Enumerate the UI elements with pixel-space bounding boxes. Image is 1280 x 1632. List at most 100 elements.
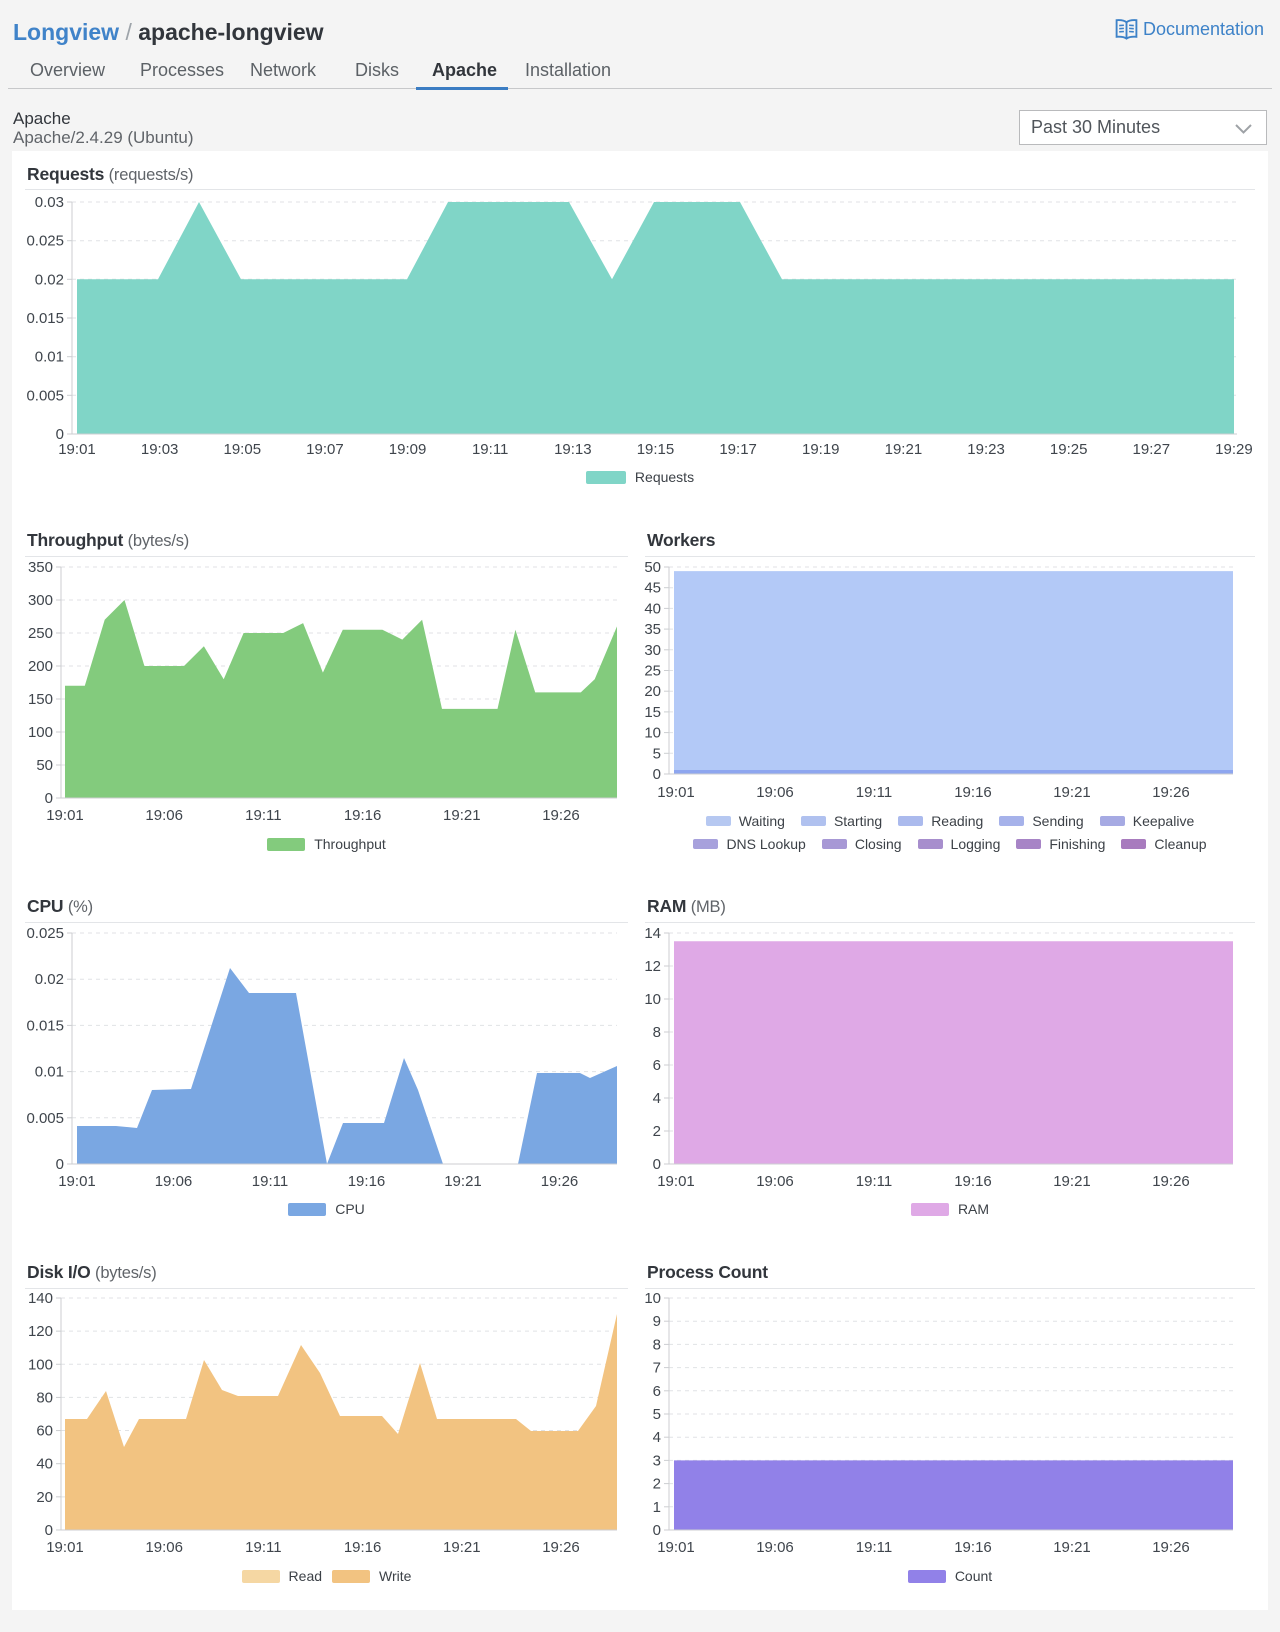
svg-text:19:01: 19:01 [657,784,695,801]
svg-text:19:16: 19:16 [344,1539,382,1556]
svg-text:19:01: 19:01 [58,441,96,458]
svg-text:19:11: 19:11 [252,1173,288,1190]
svg-text:19:09: 19:09 [389,441,427,458]
svg-text:19:21: 19:21 [1053,784,1091,801]
svg-text:0: 0 [653,1522,661,1539]
svg-text:19:16: 19:16 [954,784,992,801]
svg-text:19:26: 19:26 [541,1173,579,1190]
svg-text:19:11: 19:11 [856,784,892,801]
svg-text:35: 35 [644,621,661,638]
svg-text:9: 9 [653,1313,661,1330]
svg-text:100: 100 [28,1356,53,1373]
svg-text:19:06: 19:06 [145,1539,183,1556]
svg-text:14: 14 [644,925,661,942]
svg-text:19:26: 19:26 [542,807,580,824]
svg-text:19:27: 19:27 [1133,441,1171,458]
svg-text:19:06: 19:06 [756,1173,794,1190]
svg-text:0.005: 0.005 [26,387,64,404]
svg-text:6: 6 [653,1057,661,1074]
svg-text:15: 15 [644,704,661,721]
svg-text:8: 8 [653,1336,661,1353]
svg-text:19:21: 19:21 [1053,1539,1091,1556]
svg-text:0: 0 [653,766,661,783]
svg-text:19:16: 19:16 [954,1539,992,1556]
svg-text:0: 0 [45,1522,53,1539]
svg-text:20: 20 [644,683,661,700]
svg-text:5: 5 [653,745,661,762]
svg-text:19:07: 19:07 [306,441,344,458]
svg-text:19:26: 19:26 [542,1539,580,1556]
svg-text:12: 12 [644,958,661,975]
svg-text:50: 50 [644,559,661,576]
svg-text:19:01: 19:01 [46,807,84,824]
svg-text:150: 150 [28,691,53,708]
svg-text:19:01: 19:01 [46,1539,84,1556]
svg-text:19:06: 19:06 [756,784,794,801]
svg-text:300: 300 [28,592,53,609]
svg-text:200: 200 [28,658,53,675]
svg-text:19:01: 19:01 [657,1173,695,1190]
svg-text:6: 6 [653,1383,661,1400]
svg-text:350: 350 [28,559,53,576]
svg-text:19:21: 19:21 [443,807,481,824]
svg-text:5: 5 [653,1406,661,1423]
svg-text:19:06: 19:06 [145,807,183,824]
svg-text:19:21: 19:21 [885,441,923,458]
svg-text:25: 25 [644,663,661,680]
svg-text:100: 100 [28,724,53,741]
svg-text:0.005: 0.005 [26,1110,64,1127]
svg-text:0: 0 [45,790,53,807]
svg-text:4: 4 [653,1090,661,1107]
svg-text:19:11: 19:11 [245,1539,281,1556]
svg-text:50: 50 [36,757,53,774]
svg-text:0: 0 [653,1156,661,1173]
svg-text:0.025: 0.025 [26,925,64,942]
svg-text:19:11: 19:11 [245,807,281,824]
svg-text:0.025: 0.025 [26,233,64,250]
svg-text:19:29: 19:29 [1215,441,1253,458]
svg-text:8: 8 [653,1024,661,1041]
svg-text:19:11: 19:11 [856,1173,892,1190]
svg-text:19:06: 19:06 [756,1539,794,1556]
svg-text:0.01: 0.01 [35,1064,64,1081]
svg-text:19:26: 19:26 [1152,784,1190,801]
svg-text:7: 7 [653,1360,661,1377]
svg-text:2: 2 [653,1476,661,1493]
svg-text:19:06: 19:06 [155,1173,193,1190]
svg-text:19:23: 19:23 [967,441,1005,458]
svg-text:19:21: 19:21 [444,1173,482,1190]
svg-text:19:25: 19:25 [1050,441,1088,458]
svg-text:45: 45 [644,580,661,597]
svg-text:19:21: 19:21 [443,1539,481,1556]
svg-text:10: 10 [644,725,661,742]
svg-text:120: 120 [28,1323,53,1340]
svg-text:0.02: 0.02 [35,971,64,988]
svg-text:19:19: 19:19 [802,441,840,458]
svg-text:0: 0 [56,1156,64,1173]
svg-text:19:11: 19:11 [472,441,508,458]
svg-text:19:11: 19:11 [856,1539,892,1556]
svg-text:19:16: 19:16 [954,1173,992,1190]
svg-text:19:16: 19:16 [348,1173,386,1190]
svg-text:0.015: 0.015 [26,1017,64,1034]
svg-text:0.015: 0.015 [26,310,64,327]
svg-text:19:01: 19:01 [657,1539,695,1556]
svg-text:10: 10 [644,991,661,1008]
svg-text:19:16: 19:16 [344,807,382,824]
svg-text:0.02: 0.02 [35,271,64,288]
svg-text:0.01: 0.01 [35,349,64,366]
svg-text:19:15: 19:15 [637,441,675,458]
svg-text:0.03: 0.03 [35,194,64,211]
svg-text:3: 3 [653,1452,661,1469]
svg-text:60: 60 [36,1423,53,1440]
svg-text:30: 30 [644,642,661,659]
svg-text:40: 40 [644,600,661,617]
svg-text:19:13: 19:13 [554,441,592,458]
svg-text:1: 1 [653,1499,661,1516]
svg-text:0: 0 [56,426,64,443]
svg-text:19:03: 19:03 [141,441,179,458]
svg-text:19:26: 19:26 [1152,1539,1190,1556]
svg-text:10: 10 [644,1290,661,1307]
svg-text:140: 140 [28,1290,53,1307]
svg-text:250: 250 [28,625,53,642]
